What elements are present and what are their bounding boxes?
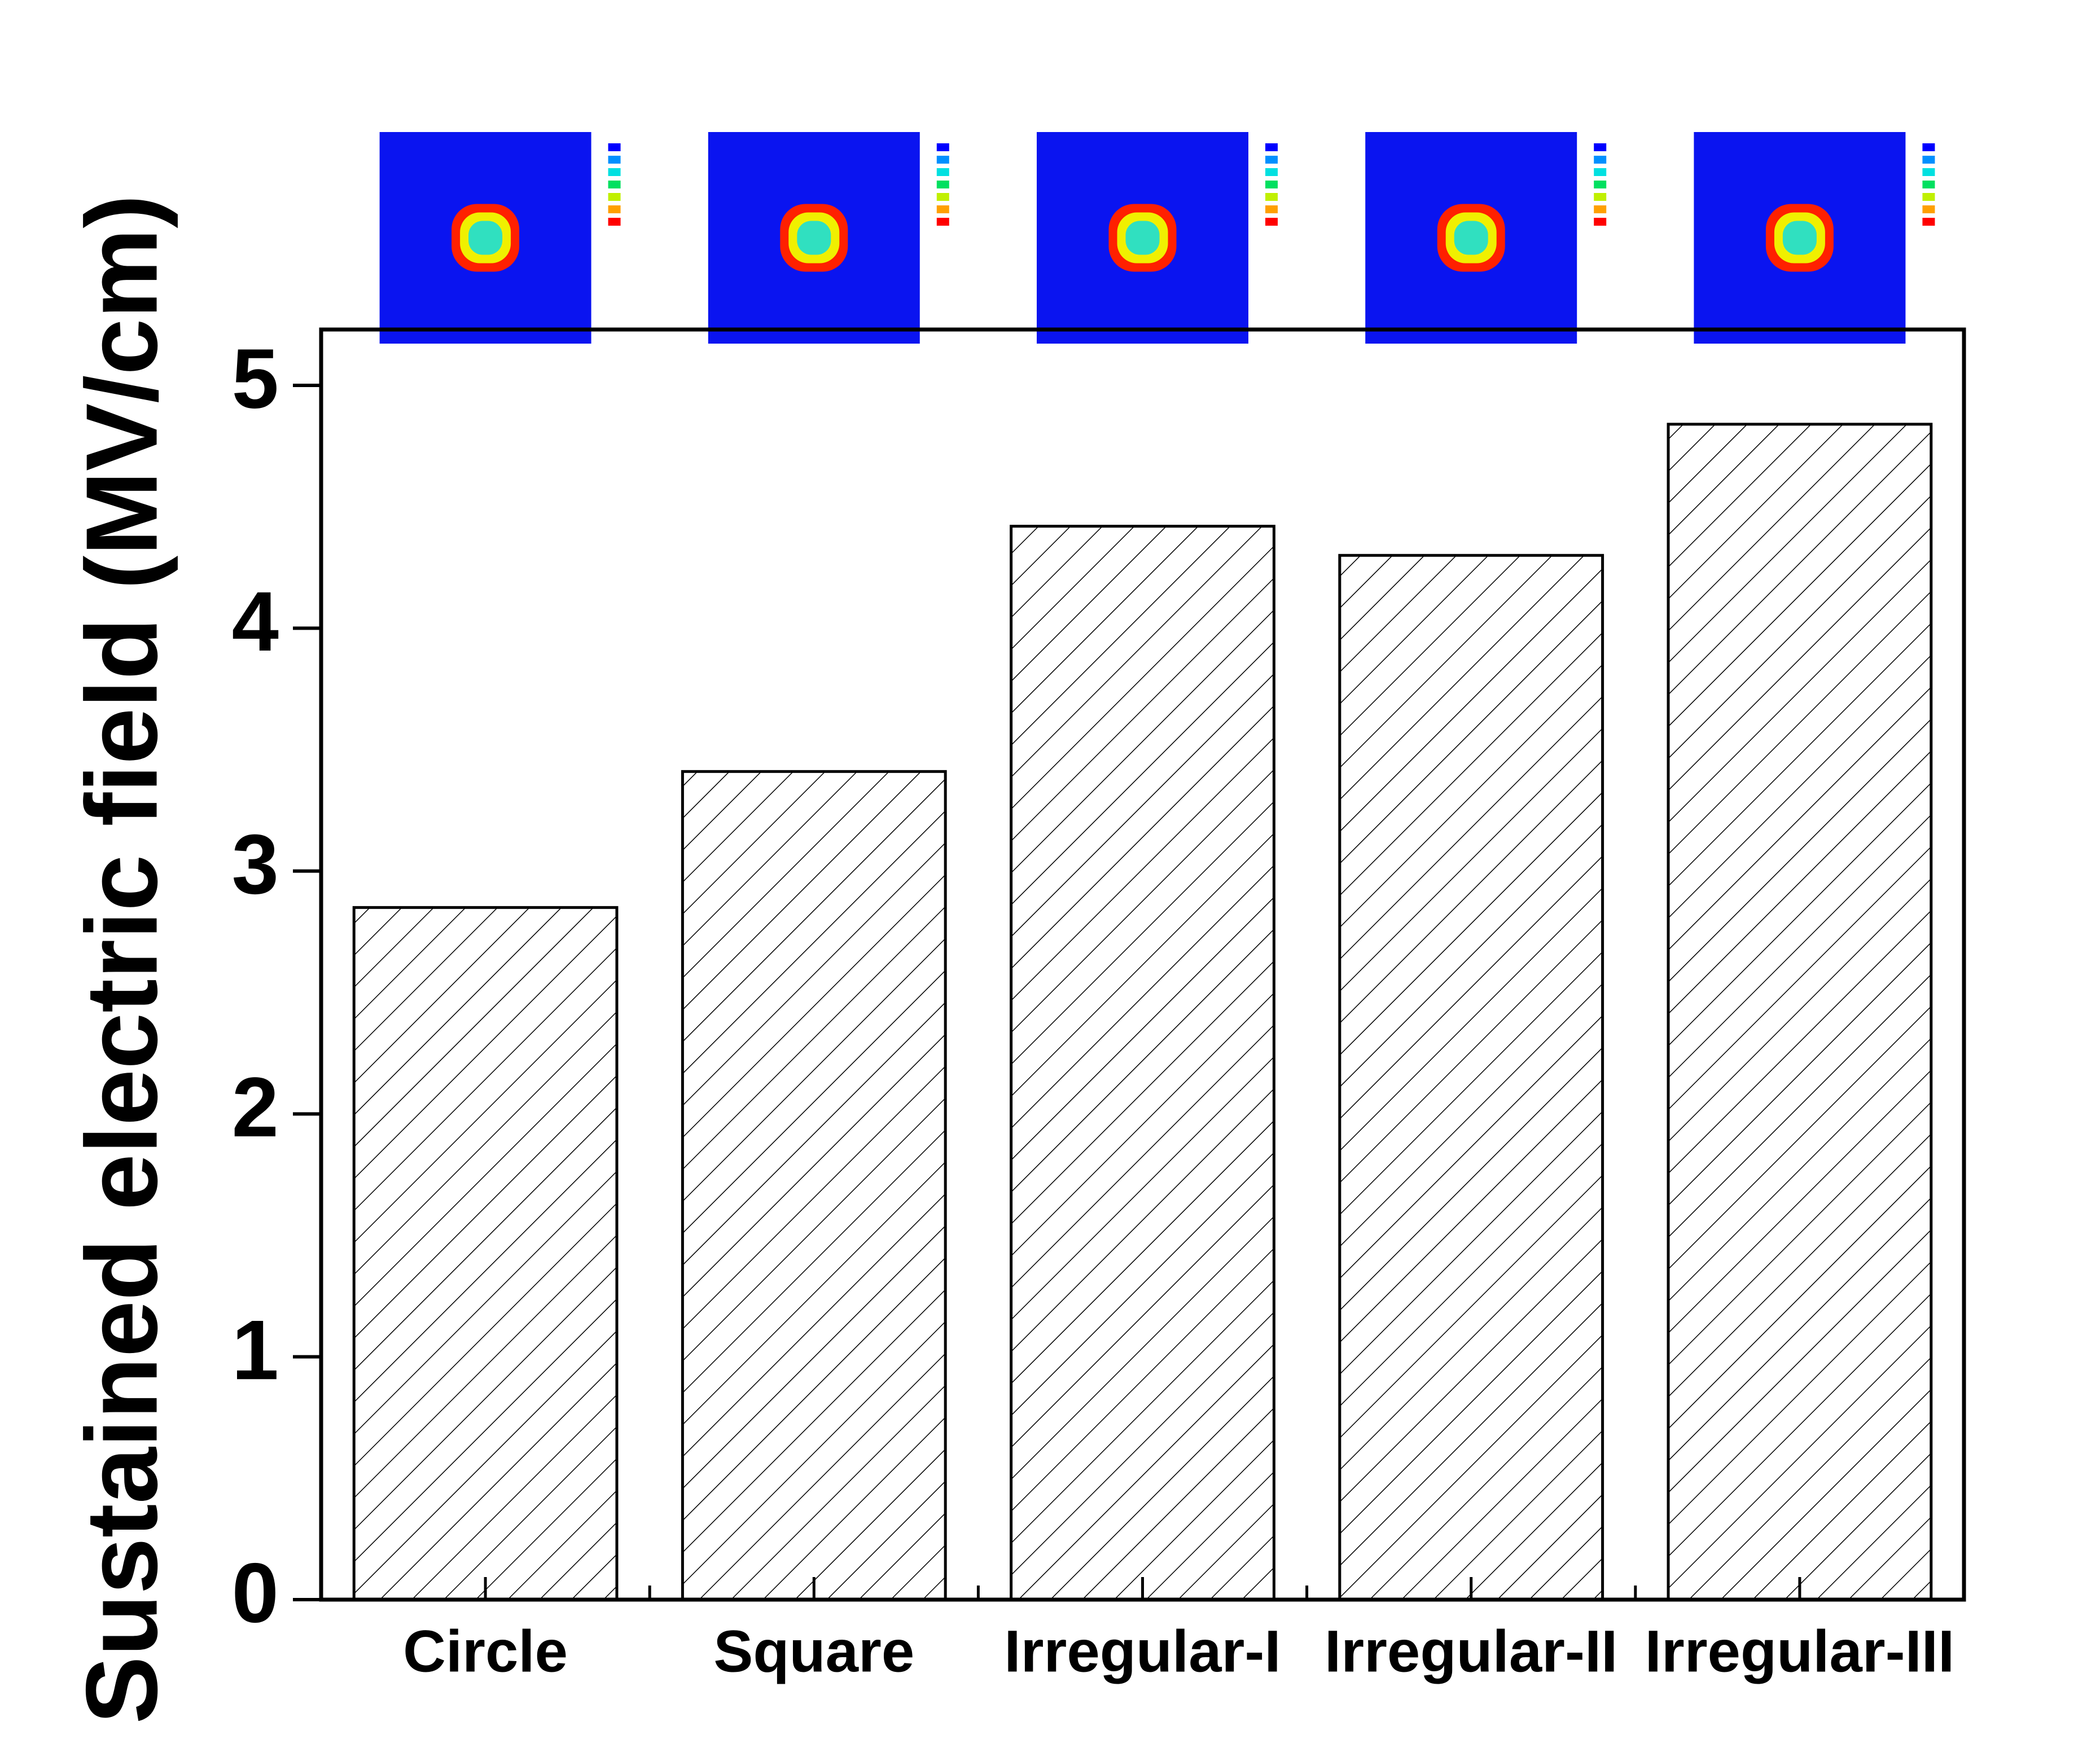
inset-legend bbox=[936, 205, 949, 213]
y-tick-label: 2 bbox=[232, 1060, 279, 1154]
inset-legend bbox=[1594, 218, 1607, 226]
inset-legend bbox=[608, 205, 621, 213]
inset-legend bbox=[936, 168, 949, 176]
inset-legend bbox=[608, 156, 621, 164]
x-tick-label: Square bbox=[713, 1619, 914, 1685]
x-tick-label: Irregular-I bbox=[1004, 1619, 1281, 1685]
inset-shape bbox=[1782, 221, 1817, 255]
inset-legend bbox=[608, 168, 621, 176]
y-tick-label: 1 bbox=[232, 1302, 279, 1397]
inset-legend bbox=[1265, 205, 1278, 213]
inset-legend bbox=[608, 193, 621, 201]
inset-legend bbox=[608, 143, 621, 151]
bar bbox=[352, 906, 619, 1601]
inset-legend bbox=[936, 156, 949, 164]
bar bbox=[681, 770, 947, 1601]
inset-legend bbox=[1922, 218, 1935, 226]
y-tick-label: 3 bbox=[232, 816, 279, 911]
inset-legend bbox=[608, 181, 621, 188]
inset-legend bbox=[936, 143, 949, 151]
inset-legend bbox=[936, 193, 949, 201]
inset-legend bbox=[608, 218, 621, 226]
inset-legend bbox=[1922, 168, 1935, 176]
inset-legend bbox=[936, 218, 949, 226]
bar bbox=[1338, 554, 1604, 1601]
y-tick-label: 0 bbox=[232, 1545, 279, 1640]
y-axis-label: Sustained electric field (MV/cm) bbox=[65, 195, 179, 1724]
y-tick-label: 4 bbox=[232, 574, 279, 669]
inset-legend bbox=[936, 181, 949, 188]
inset-legend bbox=[1265, 218, 1278, 226]
inset-shape bbox=[468, 221, 503, 255]
inset-legend bbox=[1594, 168, 1607, 176]
inset-legend bbox=[1594, 205, 1607, 213]
bar bbox=[1667, 423, 1933, 1601]
x-tick-label: Irregular-III bbox=[1645, 1619, 1954, 1685]
x-tick-label: Irregular-II bbox=[1325, 1619, 1617, 1685]
plot-frame bbox=[319, 327, 1966, 1602]
inset-legend bbox=[1922, 143, 1935, 151]
inset-legend bbox=[1265, 143, 1278, 151]
inset-shape bbox=[1454, 221, 1488, 255]
inset-legend bbox=[1594, 193, 1607, 201]
inset-legend bbox=[1265, 156, 1278, 164]
inset-legend bbox=[1594, 156, 1607, 164]
inset-legend bbox=[1265, 168, 1278, 176]
y-tick-label: 5 bbox=[232, 331, 279, 426]
inset-legend bbox=[1922, 193, 1935, 201]
bar bbox=[1010, 525, 1275, 1601]
inset-legend bbox=[1922, 205, 1935, 213]
inset-legend bbox=[1594, 143, 1607, 151]
inset-shape bbox=[797, 221, 831, 255]
inset-legend bbox=[1594, 181, 1607, 188]
inset-legend bbox=[1922, 181, 1935, 188]
x-tick-label: Circle bbox=[403, 1619, 568, 1685]
inset-legend bbox=[1922, 156, 1935, 164]
inset-legend bbox=[1265, 181, 1278, 188]
inset-legend bbox=[1265, 193, 1278, 201]
inset-shape bbox=[1125, 221, 1160, 255]
